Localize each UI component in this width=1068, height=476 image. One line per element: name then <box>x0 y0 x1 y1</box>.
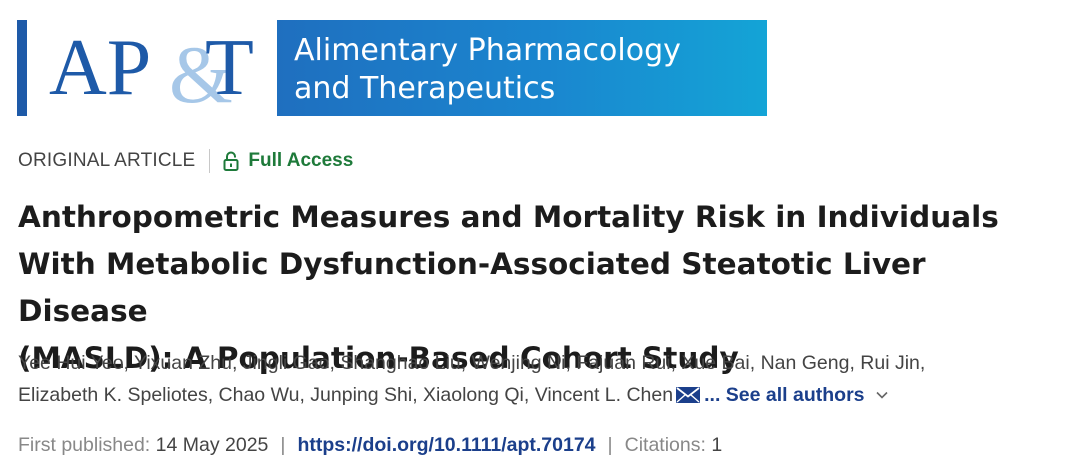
citations-count: 1 <box>711 434 723 456</box>
article-type-label: ORIGINAL ARTICLE <box>18 150 196 171</box>
journal-logo: & AP T <box>27 20 277 116</box>
journal-banner[interactable]: & AP T Alimentary Pharmacology and Thera… <box>17 20 767 116</box>
see-all-authors-label: ... See all authors <box>704 384 865 406</box>
chevron-down-icon <box>875 391 888 399</box>
article-title: Anthropometric Measures and Mortality Ri… <box>18 194 1058 382</box>
article-title-line3: (MASLD): A Population-Based Cohort Study <box>18 341 739 375</box>
first-published-date: 14 May 2025 <box>155 434 269 456</box>
citations-label: Citations: <box>624 434 706 456</box>
lock-open-icon <box>223 151 239 171</box>
article-title-line2: With Metabolic Dysfunction-Associated St… <box>18 247 926 328</box>
doi-link[interactable]: https://doi.org/10.1111/apt.70174 <box>297 434 596 456</box>
separator: | <box>280 434 286 456</box>
logo-letter-t: T <box>205 24 254 112</box>
author-list-line2: Elizabeth K. Speliotes, Chao Wu, Junping… <box>18 384 674 406</box>
separator: | <box>607 434 613 456</box>
journal-name-line2: and Therapeutics <box>294 71 556 106</box>
logo-letters-ap: AP <box>49 24 152 112</box>
banner-accent-bar <box>17 20 27 116</box>
access-label: Full Access <box>248 150 354 171</box>
article-title-line1: Anthropometric Measures and Mortality Ri… <box>18 200 999 234</box>
journal-name-line1: Alimentary Pharmacology <box>294 33 681 68</box>
access-badge: Full Access <box>223 150 353 172</box>
article-meta-row: ORIGINAL ARTICLE Full Access <box>18 148 353 174</box>
envelope-icon[interactable] <box>676 387 701 403</box>
logo-ampersand: & <box>169 29 233 120</box>
meta-divider <box>209 149 211 173</box>
first-published-label: First published: <box>18 434 151 456</box>
author-list-line1: Yee Hui Yeo, Yixuan Zhu, Jingli Gao, Sha… <box>18 352 926 374</box>
see-all-authors-button[interactable]: ... See all authors <box>704 384 888 406</box>
journal-name: Alimentary Pharmacology and Therapeutics <box>277 20 767 116</box>
author-list: Yee Hui Yeo, Yixuan Zhu, Jingli Gao, Sha… <box>18 347 1058 411</box>
publication-info: First published: 14 May 2025 | https://doi… <box>18 430 722 460</box>
